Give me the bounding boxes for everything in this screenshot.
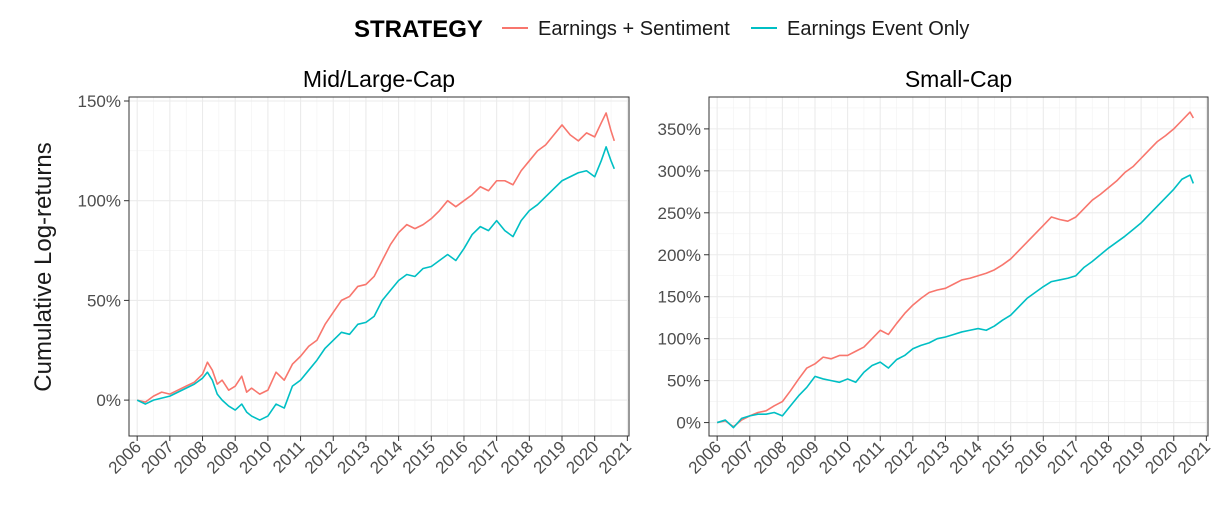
x-tick-label: 2010 [236,437,276,477]
series-line-earnings-sentiment [136,112,616,403]
y-tick-label: 0% [676,414,701,433]
y-tick-label: 100% [78,192,121,211]
y-axis-label: Cumulative Log-returns [30,142,57,391]
y-tick-label: 50% [87,291,121,310]
x-tick-label: 2018 [1076,437,1116,477]
x-tick-label: 2021 [1174,437,1214,477]
series-line-earnings-event-only [136,146,616,421]
x-tick-label: 2018 [497,437,537,477]
x-tick-label: 2020 [562,437,602,477]
panel-mid-large-cap: Mid/Large-Cap0%50%100%150%20062007200820… [78,66,636,478]
y-tick-label: 0% [96,391,121,410]
legend-label-earnings-sentiment: Earnings + Sentiment [538,18,730,40]
y-tick-label: 150% [78,92,121,111]
x-tick-label: 2014 [946,437,986,477]
x-tick-label: 2020 [1141,437,1181,477]
x-tick-label: 2006 [105,437,145,477]
y-tick-label: 150% [658,288,701,307]
x-tick-label: 2007 [717,437,757,477]
x-tick-label: 2015 [978,437,1018,477]
x-tick-label: 2015 [399,437,439,477]
panel-border [128,96,630,437]
y-tick-label: 250% [658,204,701,223]
x-tick-label: 2012 [880,437,920,477]
y-tick-label: 200% [658,246,701,265]
x-tick-label: 2010 [815,437,855,477]
x-tick-label: 2019 [1109,437,1149,477]
x-tick-label: 2009 [783,437,823,477]
panel-border [708,96,1209,437]
x-tick-label: 2014 [366,437,406,477]
x-tick-label: 2011 [269,437,308,476]
series-line-earnings-sentiment [716,111,1195,428]
x-tick-label: 2017 [464,437,504,477]
x-tick-label: 2009 [203,437,243,477]
x-tick-label: 2008 [170,437,210,477]
x-tick-label: 2012 [301,437,341,477]
legend-label-earnings-event-only: Earnings Event Only [787,18,969,40]
panel-background [709,97,1208,436]
x-tick-label: 2011 [849,437,888,476]
x-tick-label: 2007 [137,437,177,477]
legend: STRATEGY Earnings + Sentiment Earnings E… [354,16,969,43]
series-line-earnings-event-only [716,174,1195,429]
x-tick-label: 2006 [685,437,725,477]
x-tick-label: 2017 [1044,437,1084,477]
x-tick-label: 2016 [1011,437,1051,477]
x-tick-label: 2013 [334,437,374,477]
x-tick-label: 2021 [595,437,635,477]
panel-small-cap: Small-Cap 0% 50% 100% 150% 200% 250% 300% 350% 20… [658,66,1215,478]
y-tick-label: 50% [667,372,701,391]
x-tick-label: 2013 [913,437,953,477]
x-tick-label: 2016 [432,437,472,477]
panels: Mid/Large-Cap0%50%100%150%20062007200820… [78,66,1215,478]
x-tick-label: 2008 [750,437,790,477]
y-tick-label: 350% [658,120,701,139]
legend-title: STRATEGY [354,16,483,43]
x-tick-label: 2019 [530,437,570,477]
panel-title: Small-Cap [905,66,1012,92]
y-tick-label: 300% [658,162,701,181]
panel-title: Mid/Large-Cap [303,66,455,92]
y-tick-label: 100% [658,330,701,349]
